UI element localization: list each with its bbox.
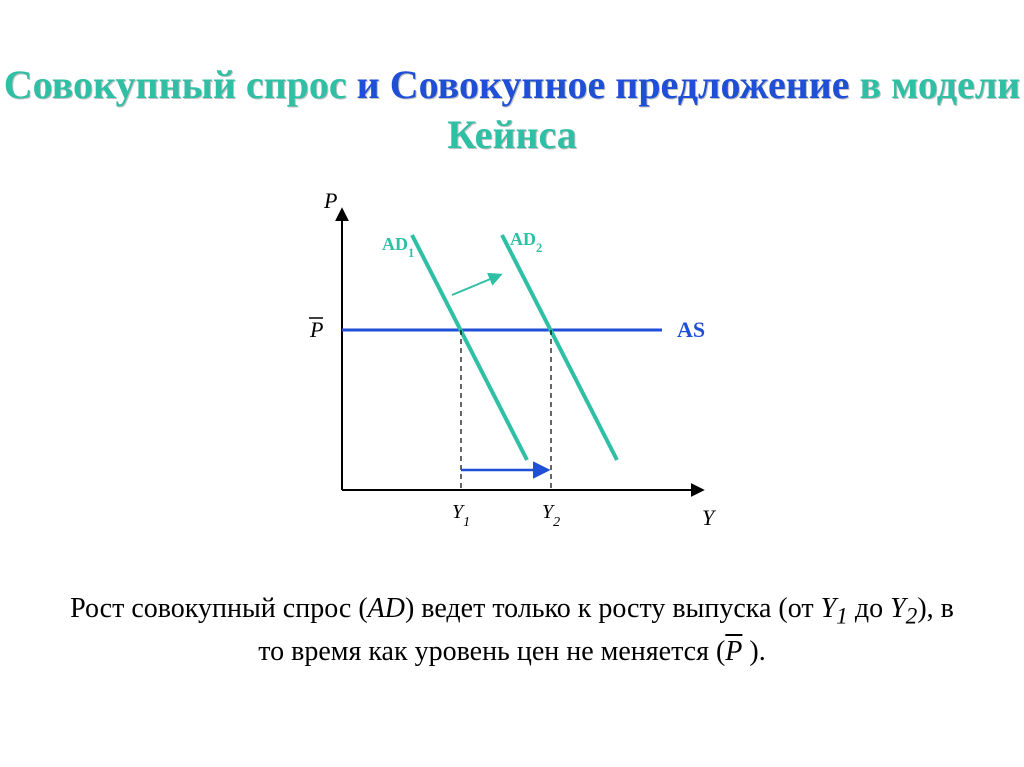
adas-chart: P Y P AS AD1 AD2 Y1 Y2 [282, 190, 742, 550]
cap-t1: Рост совокупный спрос ( [70, 593, 368, 624]
ad1-label: AD1 [382, 234, 414, 260]
as-label: AS [677, 317, 705, 342]
title-demand: Совокупный спрос [4, 62, 347, 107]
cap-ad: AD [368, 593, 405, 624]
cap-t5: ). [742, 636, 765, 667]
cap-y1: Y [821, 593, 837, 624]
cap-y1-sub: 1 [836, 604, 848, 630]
chart-svg: P Y P AS AD1 AD2 Y1 Y2 [282, 190, 742, 550]
y2-tick-label: Y2 [542, 501, 560, 530]
cap-y2: Y [890, 593, 906, 624]
cap-t3: до [848, 593, 890, 624]
caption-text: Рост совокупный спрос (AD) ведет только … [60, 590, 964, 671]
cap-t2: ) ведет только к росту выпуска (от [405, 593, 821, 624]
y1-tick-label: Y1 [452, 501, 470, 530]
shift-arrow-top [452, 275, 500, 295]
title-supply: Совокупное предложение [390, 62, 850, 107]
ad2-line [502, 235, 617, 460]
cap-pbar: P [725, 636, 742, 667]
title-conj1: и [347, 62, 390, 107]
ad1-line [412, 235, 527, 460]
y-axis-label: P [323, 190, 337, 213]
pbar-label: P [309, 317, 323, 342]
ad2-label: AD2 [510, 229, 542, 255]
cap-y2-sub: 2 [906, 604, 918, 630]
x-axis-label: Y [702, 505, 717, 530]
slide-title: Совокупный спрос и Совокупное предложени… [0, 60, 1024, 160]
